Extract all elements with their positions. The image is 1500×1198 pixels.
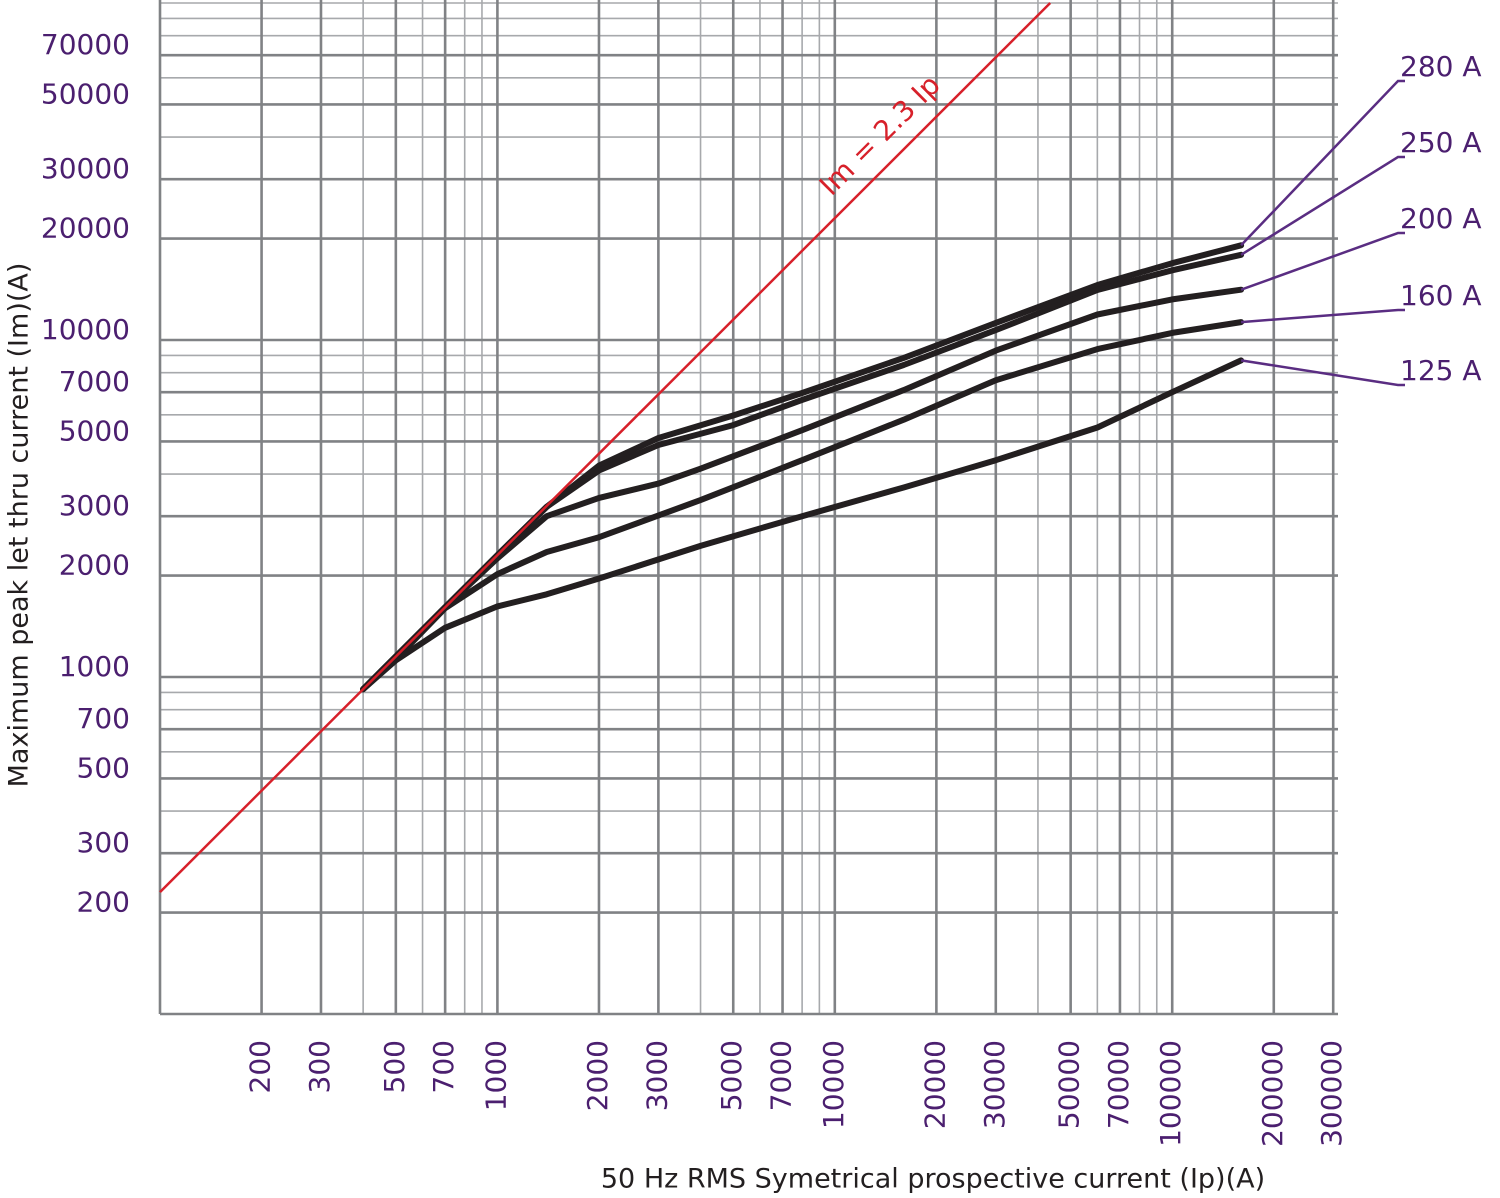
y-tick-label: 300 xyxy=(77,826,130,859)
x-tick-label: 5000 xyxy=(715,1040,748,1111)
x-tick-label: 700 xyxy=(427,1040,460,1093)
y-tick-label: 10000 xyxy=(41,313,130,346)
y-tick-label: 500 xyxy=(77,751,130,784)
curve xyxy=(360,357,1245,693)
x-tick-label: 3000 xyxy=(640,1040,673,1111)
x-tick-label: 70000 xyxy=(1102,1040,1135,1129)
x-tick-label: 30000 xyxy=(978,1040,1011,1129)
y-tick-label: 1000 xyxy=(59,650,130,683)
x-tick-label: 500 xyxy=(378,1040,411,1093)
legend-leader xyxy=(1240,231,1405,291)
x-tick-label: 200000 xyxy=(1256,1040,1289,1147)
legend-label: 160 A xyxy=(1400,279,1482,312)
legend-leader xyxy=(1240,155,1405,256)
y-tick-label: 700 xyxy=(77,702,130,735)
y-tick-label: 3000 xyxy=(59,489,130,522)
x-tick-label: 10000 xyxy=(817,1040,850,1129)
x-axis-title: 50 Hz RMS Symetrical prospective current… xyxy=(601,1164,1265,1195)
legend-leader xyxy=(1240,79,1405,247)
x-tick-label: 300000 xyxy=(1315,1040,1348,1147)
x-tick-label: 50000 xyxy=(1053,1040,1086,1129)
reference-label: Im = 2.3 Ip xyxy=(813,68,947,202)
legend-label: 250 A xyxy=(1400,126,1482,159)
x-tick-label: 7000 xyxy=(765,1040,798,1111)
legend-label: 125 A xyxy=(1400,354,1482,387)
y-tick-label: 200 xyxy=(77,886,130,919)
x-tick-label: 2000 xyxy=(581,1040,614,1111)
x-tick-label: 300 xyxy=(303,1040,336,1093)
y-axis-title: Maximum peak let thru current (Im)(A) xyxy=(4,263,35,788)
reference-line xyxy=(159,2,1052,893)
y-tick-label: 70000 xyxy=(41,28,130,61)
legend-label: 280 A xyxy=(1400,50,1482,83)
y-tick-label: 2000 xyxy=(59,549,130,582)
y-tick-label: 7000 xyxy=(59,365,130,398)
x-tick-label: 200 xyxy=(244,1040,277,1093)
legend-label: 200 A xyxy=(1400,202,1482,235)
legend-leader xyxy=(1240,359,1405,387)
x-tick-label: 1000 xyxy=(479,1040,512,1111)
x-tick-label: 100000 xyxy=(1154,1040,1187,1147)
y-tick-label: 50000 xyxy=(41,77,130,110)
x-tick-label: 20000 xyxy=(918,1040,951,1129)
y-tick-label: 20000 xyxy=(41,212,130,245)
y-tick-label: 5000 xyxy=(59,414,130,447)
legend-leader xyxy=(1240,308,1405,324)
y-tick-label: 30000 xyxy=(41,152,130,185)
